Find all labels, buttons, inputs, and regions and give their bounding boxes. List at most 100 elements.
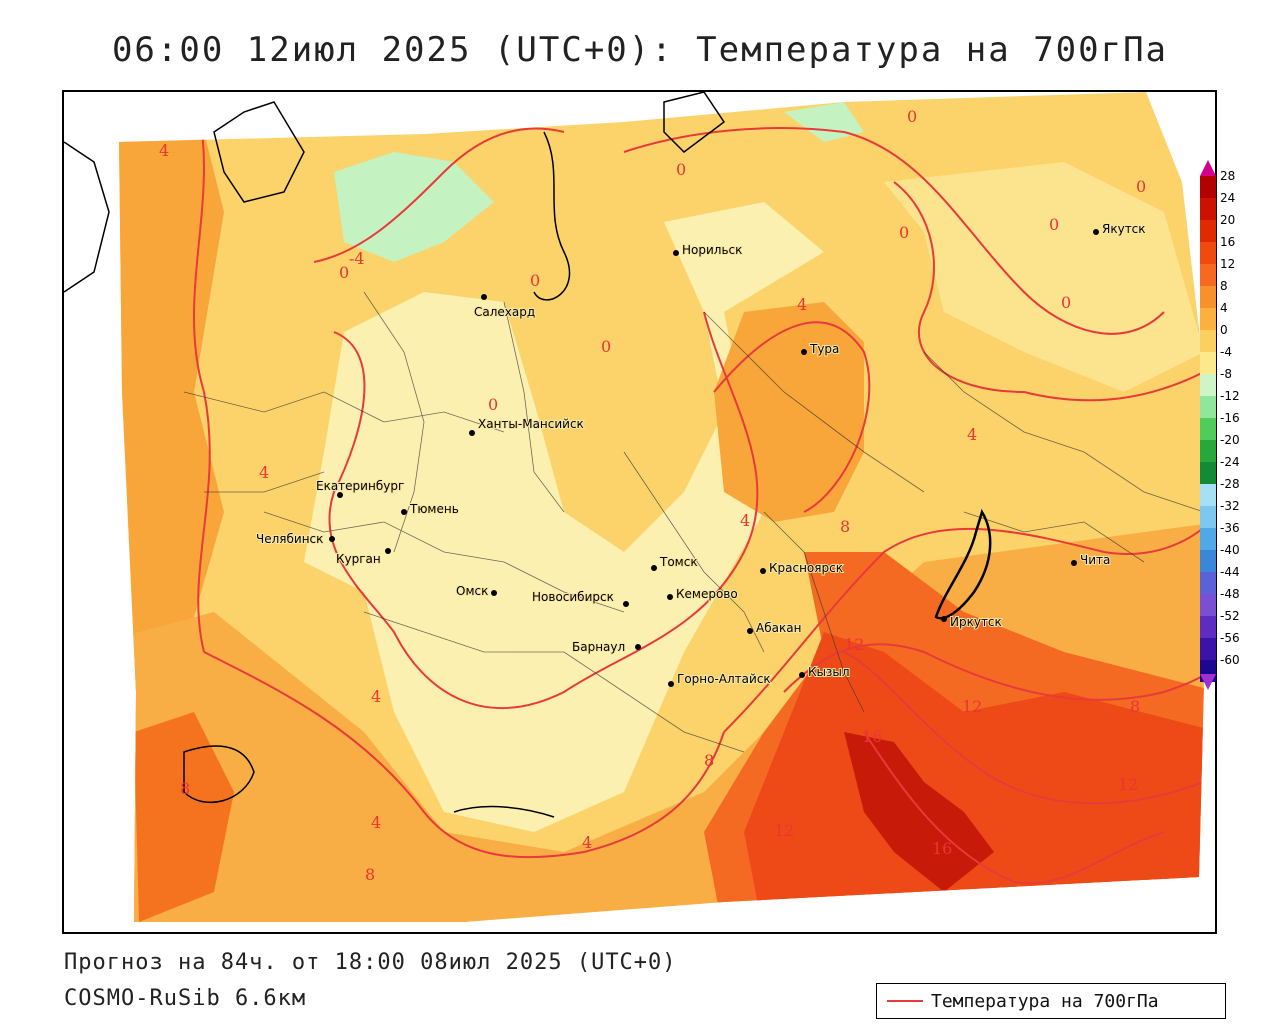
model-name: COSMO-RuSib 6.6км [64,986,307,1011]
colorbar [1200,160,1216,694]
legend-label: Температура на 700гПа [931,990,1159,1012]
isotherm-label: 0 [530,271,540,290]
city-marker [635,644,641,650]
isotherm-label: 0 [907,107,917,126]
colorbar-tick-label: 8 [1220,279,1228,293]
colorbar-tick-label: -8 [1220,367,1232,381]
city-label-omsk: Омск [456,584,488,598]
city-label-salekhard: Салехард [474,305,535,319]
colorbar-cell [1200,638,1216,660]
city-marker [668,681,674,687]
city-label-yakutsk: Якутск [1102,222,1146,236]
isotherm-label: 8 [840,517,850,536]
colorbar-cell [1200,374,1216,396]
colorbar-cell [1200,198,1216,220]
isotherm-label: 4 [371,687,381,706]
isotherm-label: 12 [844,635,864,654]
isotherm-label: 12 [1118,775,1138,794]
isotherm-label: 4 [740,511,750,530]
city-label-barnaul: Барнаул [572,640,625,654]
city-marker [673,250,679,256]
isotherm-label: -4 [349,249,365,268]
city-marker [491,590,497,596]
colorbar-cell [1200,484,1216,506]
colorbar-tick-label: 16 [1220,235,1236,249]
city-marker [760,568,766,574]
city-marker [481,294,487,300]
map-area[interactable]: 4 -4 0 0 0 0 0 0 0 0 0 0 4 4 4 4 4 4 4 8… [62,90,1217,934]
isotherm-label: 4 [797,295,807,314]
colorbar-cell [1200,440,1216,462]
colorbar-tick-label: -4 [1220,345,1232,359]
isotherm-label: 0 [1049,215,1059,234]
colorbar-tick-label: 4 [1220,301,1228,315]
colorbar-tick-label: 0 [1220,323,1228,337]
legend-line-swatch [887,1000,923,1002]
colorbar-cell [1200,352,1216,374]
colorbar-cell [1200,220,1216,242]
city-marker [747,628,753,634]
temperature-map: 4 -4 0 0 0 0 0 0 0 0 0 0 4 4 4 4 4 4 4 8… [64,92,1215,932]
city-marker [941,616,947,622]
city-label-krasnoyarsk: Красноярск [769,561,843,575]
colorbar-tick-label: -60 [1220,653,1240,667]
colorbar-cell [1200,528,1216,550]
isotherm-label: 8 [704,751,714,770]
isotherm-label: 16 [862,727,882,746]
isotherm-label: 12 [962,697,982,716]
colorbar-tick-label: 12 [1220,257,1236,271]
city-label-norilsk: Норильск [682,243,742,257]
isotherm-label: 0 [676,160,686,179]
city-label-kurgan: Курган [336,552,381,566]
colorbar-tick-label: 20 [1220,213,1236,227]
colorbar-cell [1200,176,1216,198]
colorbar-cell [1200,286,1216,308]
colorbar-cell [1200,506,1216,528]
colorbar-cell [1200,550,1216,572]
colorbar-tick-label: -20 [1220,433,1240,447]
city-label-ekaterinburg: Екатеринбург [316,479,404,493]
city-marker [469,430,475,436]
colorbar-tick-label: 28 [1220,169,1236,183]
colorbar-tick-label: -52 [1220,609,1240,623]
colorbar-tick-label: -40 [1220,543,1240,557]
isotherm-label: 12 [774,821,794,840]
colorbar-cell [1200,242,1216,264]
colorbar-bottom-arrow [1200,674,1216,690]
city-label-tomsk: Томск [659,555,698,569]
city-marker [401,509,407,515]
city-label-abakan: Абакан [756,621,801,635]
isotherm-label: 0 [601,337,611,356]
city-label-khanty: Ханты-Мансийск [478,417,584,431]
isotherm-label: 4 [967,425,977,444]
city-label-gorno-altaysk: Горно-Алтайск [677,672,771,686]
colorbar-scale [1200,160,1216,690]
colorbar-top-arrow [1200,160,1216,176]
colorbar-tick-label: -12 [1220,389,1240,403]
isotherm-label: 4 [371,813,381,832]
city-marker [385,548,391,554]
colorbar-cell [1200,572,1216,594]
colorbar-cell [1200,594,1216,616]
city-marker [1093,229,1099,235]
isotherm-label: 0 [1061,293,1071,312]
city-label-chita: Чита [1080,553,1110,567]
colorbar-tick-label: -36 [1220,521,1240,535]
isotherm-label: 0 [1136,177,1146,196]
colorbar-tick-label: -48 [1220,587,1240,601]
colorbar-cell [1200,396,1216,418]
colorbar-cell [1200,308,1216,330]
isotherm-label: 4 [159,141,169,160]
colorbar-cell [1200,462,1216,484]
colorbar-tick-label: 24 [1220,191,1236,205]
city-marker [337,492,343,498]
colorbar-cell [1200,418,1216,440]
city-label-irkutsk: Иркутск [950,615,1002,629]
city-label-tura: Тура [809,342,839,356]
colorbar-cell [1200,330,1216,352]
city-label-chelyabinsk: Челябинск [256,532,323,546]
city-marker [801,349,807,355]
city-label-tyumen: Тюмень [409,502,459,516]
colorbar-tick-label: -56 [1220,631,1240,645]
city-label-kemerovo: Кемерово [676,587,738,601]
